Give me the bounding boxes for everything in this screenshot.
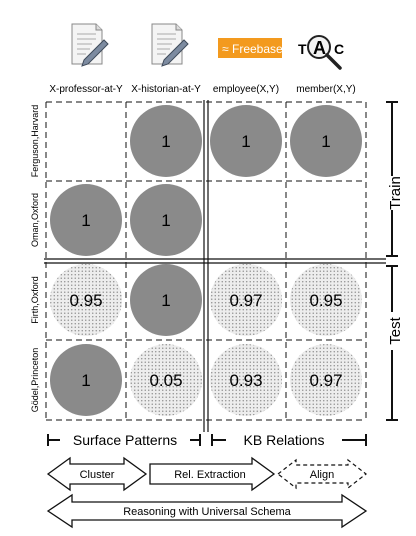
cell-value: 0.95: [309, 291, 342, 310]
column-icon-2-freebase-logo: ≈ Freebase: [218, 38, 283, 58]
cell-value: 1: [161, 132, 170, 151]
matrix-cell-3-1: 0.05: [130, 344, 202, 416]
cell-value: 1: [321, 132, 330, 151]
matrix-cell-0-1: 1: [130, 105, 202, 177]
align-arrow: Align: [277, 458, 367, 490]
cell-value: 1: [81, 211, 90, 230]
column-group-label-surface-patterns: Surface Patterns: [73, 432, 177, 448]
rel-extraction-arrow: Rel. Extraction: [149, 456, 276, 492]
universal-schema-arrow-label: Reasoning with Universal Schema: [123, 506, 291, 518]
train-test-divider: [44, 258, 386, 264]
column-icon-3-tac-logo: T A C: [298, 35, 344, 70]
matrix-cell-0-3: 1: [290, 105, 362, 177]
cell-value: 1: [161, 211, 170, 230]
tac-letter-c: C: [334, 41, 344, 57]
cluster-arrow-label: Cluster: [80, 469, 115, 481]
matrix-cell-2-2: 0.97: [210, 264, 282, 336]
cell-value: 1: [161, 291, 170, 310]
patterns-relations-divider: [203, 100, 209, 432]
column-icon-1-document: [151, 23, 189, 67]
matrix-cell-2-1: 1: [130, 264, 202, 336]
cell-value: 0.95: [69, 291, 102, 310]
matrix-cell-2-3: 0.95: [290, 264, 362, 336]
cell-value: 0.05: [149, 371, 182, 390]
cell-value: 1: [81, 371, 90, 390]
train-bracket: [386, 101, 398, 257]
rel-extraction-arrow-label: Rel. Extraction: [174, 469, 246, 481]
matrix-cell-0-2: 1: [210, 105, 282, 177]
test-bracket: [386, 265, 398, 421]
row-label-1: Oman,Oxford: [30, 193, 40, 247]
cell-value: 1: [241, 132, 250, 151]
cell-value: 0.97: [229, 291, 262, 310]
row-group-label-test: Test: [387, 316, 404, 344]
universal-schema-arrow: Reasoning with Universal Schema: [46, 493, 368, 529]
column-label-1: X-historian-at-Y: [131, 84, 201, 95]
matrix-cell-1-0: 1: [50, 184, 122, 256]
cluster-arrow: Cluster: [46, 456, 148, 492]
row-label-0: Ferguson,Harvard: [30, 105, 40, 178]
matrix-grid: [45, 101, 367, 421]
matrix-cell-2-0: 0.95: [50, 264, 122, 336]
row-label-3: Gödel,Princeton: [30, 348, 40, 413]
svg-text:≈: ≈: [222, 42, 229, 56]
surface-patterns-bracket: [47, 434, 201, 446]
cell-value: 0.93: [229, 371, 262, 390]
align-arrow-label: Align: [310, 469, 334, 481]
matrix-cell-3-2: 0.93: [210, 344, 282, 416]
column-label-0: X-professor-at-Y: [49, 84, 123, 95]
matrix-cell-3-0: 1: [50, 344, 122, 416]
tac-letter-t: T: [298, 41, 307, 57]
matrix-cell-3-3: 0.97: [290, 344, 362, 416]
matrix-cell-1-1: 1: [130, 184, 202, 256]
row-group-label-train: Train: [387, 176, 404, 210]
cell-value: 0.97: [309, 371, 342, 390]
freebase-logo-text: Freebase: [232, 42, 283, 56]
column-label-2: employee(X,Y): [213, 84, 279, 95]
kb-relations-bracket: [211, 434, 367, 446]
column-group-label-kb-relations: KB Relations: [244, 432, 325, 448]
column-label-3: member(X,Y): [296, 84, 355, 95]
column-icon-0-document: [71, 23, 109, 67]
tac-letter-a: A: [313, 38, 326, 58]
row-label-2: Firth,Oxford: [30, 276, 40, 324]
